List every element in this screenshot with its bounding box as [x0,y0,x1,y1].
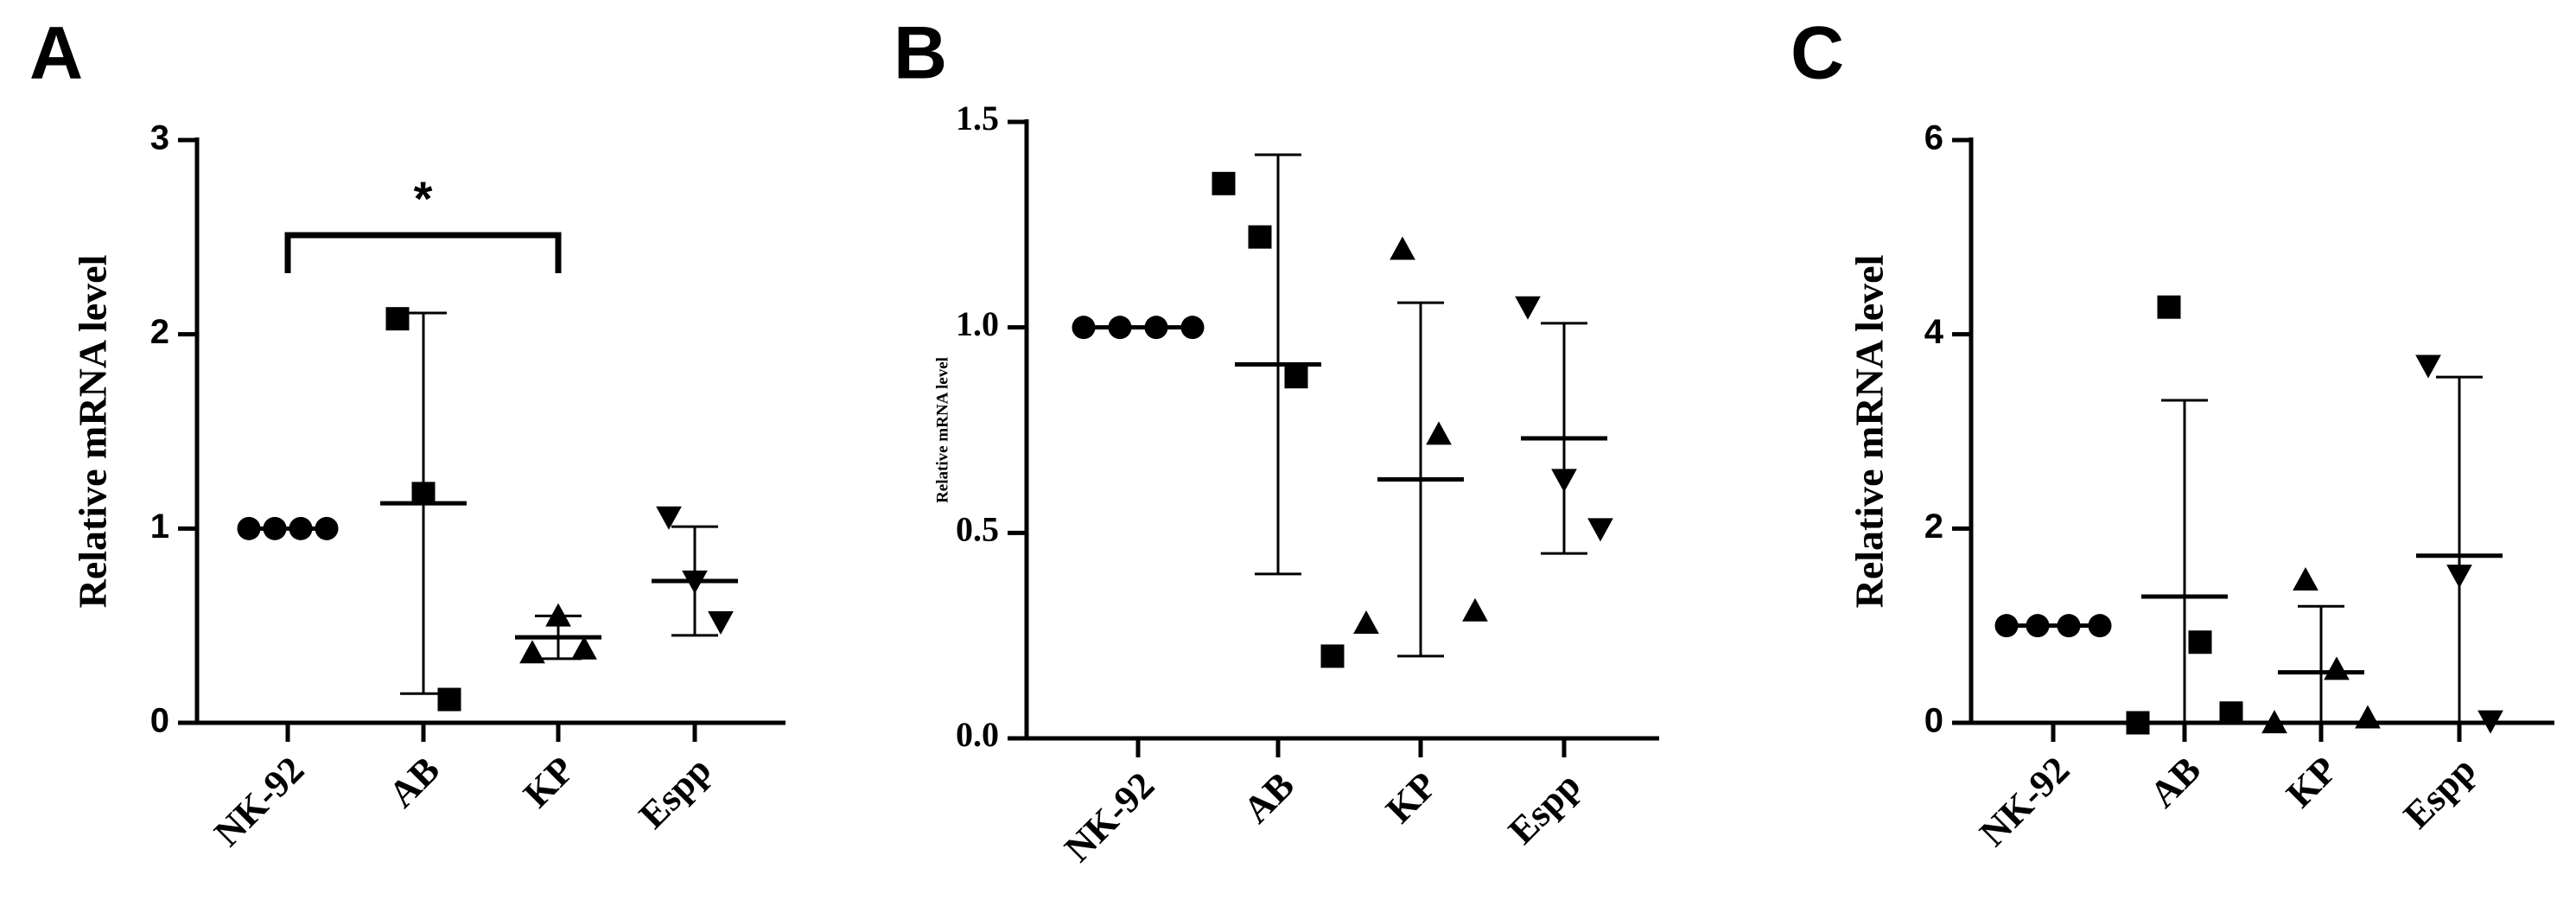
data-point [2157,295,2181,319]
data-point [1144,316,1168,340]
data-point [571,635,597,660]
data-point [2477,710,2503,734]
data-point [656,506,682,530]
data-point [437,687,461,712]
panel: A Relative mRNA level 0 1 2 3 NK-92 AB KP Espp * [29,12,786,855]
data-point [519,640,545,664]
x-tick-label: AB [380,749,448,816]
data-point [1320,644,1345,668]
y-tick-label: 1.0 [956,304,999,343]
panel: C Relative mRNA level 0 2 4 6 NK-92 AB KP Espp [1790,12,2554,855]
x-tick-label: KP [1377,764,1445,832]
data-point [2057,614,2081,638]
data-point [1072,316,1096,340]
data-point [237,516,261,540]
x-tick-label: Espp [631,749,719,837]
plot-area [1095,153,1607,658]
y-tick-label: 1.5 [956,99,999,137]
data-point [708,611,734,635]
data-point [1426,421,1452,445]
panel: B Relative mRNA level 0.0 0.5 1.0 1.5 NK-92 AB K… [894,12,1659,871]
data-point [1462,597,1488,622]
data-point [682,570,708,594]
plot-area [2010,375,2503,723]
data-point [385,307,410,331]
y-axis-label: Relative mRNA level [933,357,951,503]
data-point [1390,236,1415,260]
x-tick-label: NK-92 [206,749,312,855]
x-tick-label: Espp [1500,764,1588,852]
y-tick-label: 4 [1924,313,1944,351]
data-point [1248,225,1272,249]
panel-label: C [1790,12,1844,95]
x-tick-label: NK-92 [1056,764,1162,871]
data-point [1284,365,1308,389]
data-point [2188,630,2212,654]
data-point [2355,705,2381,729]
y-tick-label: 1 [150,508,169,546]
x-tick-label: AB [1235,764,1302,832]
x-tick-label: KP [2278,749,2345,816]
x-tick-label: NK-92 [1971,749,2077,855]
data-point [2324,656,2350,680]
data-point [1108,316,1132,340]
y-axis-label: Relative mRNA level [1848,255,1892,609]
panel-label: B [894,12,947,95]
plot-area [245,311,738,695]
y-tick-label: 2 [150,313,169,351]
data-point [1353,610,1379,635]
data-point [2293,567,2318,591]
data-point [2026,614,2050,638]
significance-bracket [284,232,562,273]
y-tick-label: 0.5 [956,510,999,549]
y-tick-label: 2 [1924,508,1943,546]
data-point [2446,565,2472,589]
data-point [2261,710,2287,734]
data-point [411,482,436,506]
x-tick-label: AB [2141,749,2209,816]
y-tick-label: 0 [1924,702,1943,740]
y-tick-label: 0.0 [956,715,999,754]
data-point [263,516,287,540]
y-tick-label: 6 [1924,119,1943,157]
data-point [315,516,339,540]
y-tick-label: 3 [150,119,169,157]
data-point [1587,518,1613,542]
data-point [2415,354,2441,379]
x-tick-label: KP [515,749,582,816]
data-point [1994,614,2019,638]
data-point [545,603,571,627]
data-point [1515,296,1541,320]
x-tick-label: Espp [2395,749,2484,837]
data-point [2126,711,2150,735]
data-point [289,516,313,540]
y-tick-label: 0 [150,702,169,740]
significance-label: * [414,171,433,226]
data-point [2219,701,2243,725]
data-point [2088,614,2112,638]
data-point [1180,316,1205,340]
data-point [1551,469,1577,493]
y-axis-label: Relative mRNA level [71,255,115,609]
panel-label: A [29,12,83,95]
data-point [1212,171,1236,195]
